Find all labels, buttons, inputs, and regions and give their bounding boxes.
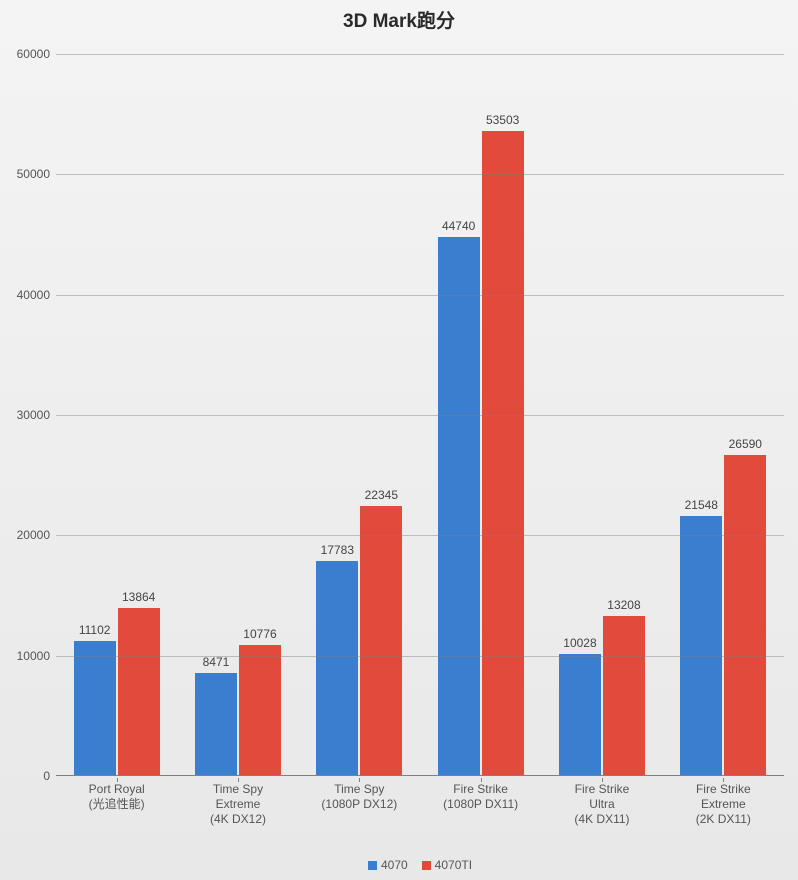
x-tick-label: Fire Strike(1080P DX11) [420, 782, 541, 827]
x-tick-label: Fire StrikeUltra(4K DX11) [541, 782, 662, 827]
bar: 11102 [74, 641, 116, 775]
gridline [56, 656, 784, 657]
y-tick-label: 30000 [17, 408, 56, 422]
gridline [56, 174, 784, 175]
legend-label: 4070 [381, 858, 408, 872]
y-tick-label: 40000 [17, 288, 56, 302]
bar-value-label: 10776 [243, 627, 276, 645]
gridline [56, 54, 784, 55]
bar: 22345 [360, 506, 402, 775]
legend-swatch [422, 861, 431, 870]
y-tick-label: 60000 [17, 47, 56, 61]
bar: 13208 [603, 616, 645, 775]
legend-swatch [368, 861, 377, 870]
bar-value-label: 11102 [79, 623, 111, 641]
y-tick-label: 50000 [17, 167, 56, 181]
bar: 26590 [724, 455, 766, 775]
gridline [56, 415, 784, 416]
gridline [56, 295, 784, 296]
x-tick-label: Time Spy(1080P DX12) [299, 782, 420, 827]
legend: 4070 4070TI [56, 858, 784, 872]
y-tick-label: 10000 [17, 649, 56, 663]
bar-value-label: 8471 [203, 655, 230, 673]
bar: 21548 [680, 516, 722, 775]
legend-label: 4070TI [435, 858, 472, 872]
bar: 10776 [239, 645, 281, 775]
gridline [56, 535, 784, 536]
bar-value-label: 22345 [365, 488, 398, 506]
bar-value-label: 10028 [563, 636, 596, 654]
x-tick-label: Port Royal(光追性能) [56, 782, 177, 827]
bar-value-label: 53503 [486, 113, 519, 131]
y-tick-label: 20000 [17, 528, 56, 542]
x-tick-label: Fire StrikeExtreme(2K DX11) [663, 782, 784, 827]
bar: 8471 [195, 673, 237, 775]
bar: 13864 [118, 608, 160, 775]
bar: 44740 [438, 237, 480, 775]
bar-value-label: 21548 [685, 498, 718, 516]
bar: 10028 [559, 654, 601, 775]
bar-value-label: 13864 [122, 590, 155, 608]
x-axis-labels: Port Royal(光追性能)Time SpyExtreme(4K DX12)… [56, 782, 784, 827]
bar: 17783 [316, 561, 358, 775]
bar-value-label: 13208 [607, 598, 640, 616]
legend-item: 4070 [368, 858, 408, 872]
bar-value-label: 17783 [321, 543, 354, 561]
bar-value-label: 26590 [729, 437, 762, 455]
chart-area: 1110213864847110776177832234544740535031… [0, 0, 798, 880]
x-tick-label: Time SpyExtreme(4K DX12) [177, 782, 298, 827]
bar: 53503 [482, 131, 524, 775]
y-tick-label: 0 [43, 769, 56, 783]
legend-item: 4070TI [422, 858, 472, 872]
plot-area: 1110213864847110776177832234544740535031… [56, 54, 784, 776]
bar-value-label: 44740 [442, 219, 475, 237]
